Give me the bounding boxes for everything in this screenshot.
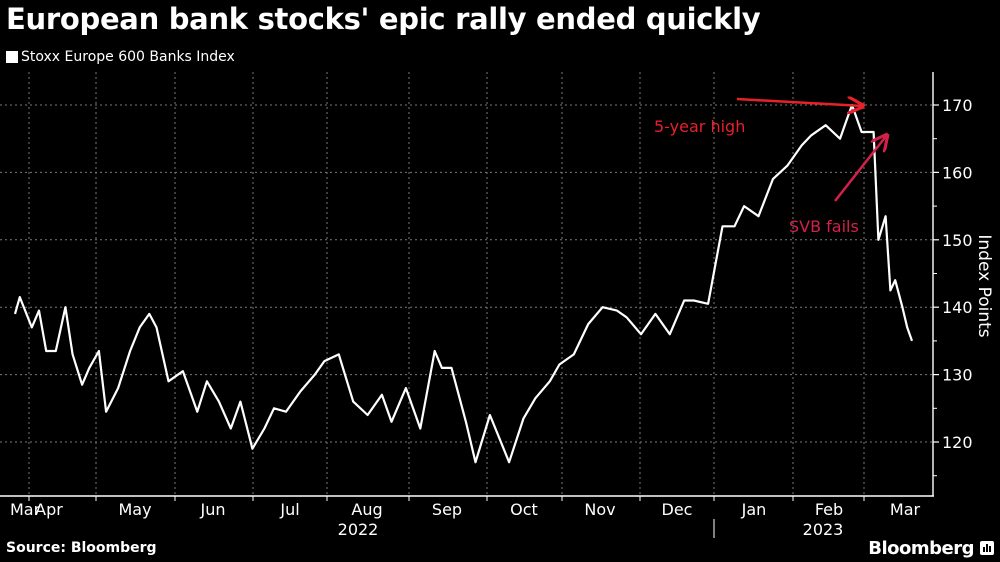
svg-text:150: 150 <box>942 231 973 250</box>
index-line <box>13 103 914 464</box>
svg-text:Nov: Nov <box>584 500 615 519</box>
svg-text:2023: 2023 <box>803 520 844 539</box>
svg-text:170: 170 <box>942 96 973 115</box>
svg-text:5-year high: 5-year high <box>654 117 745 136</box>
svg-text:SVB fails: SVB fails <box>789 217 859 236</box>
y-axis-labels: 120 130 140 150 160 170 <box>942 96 973 452</box>
svg-text:Mar: Mar <box>890 500 921 519</box>
svg-text:Jul: Jul <box>279 500 299 519</box>
svg-text:Sep: Sep <box>432 500 462 519</box>
grid-lines <box>0 72 933 496</box>
legend-swatch-icon <box>6 51 18 63</box>
svg-text:Feb: Feb <box>815 500 843 519</box>
svg-text:Aug: Aug <box>351 500 382 519</box>
chart-title: European bank stocks' epic rally ended q… <box>6 2 761 36</box>
svg-text:Dec: Dec <box>662 500 693 519</box>
svg-text:Mar: Mar <box>10 500 41 519</box>
axes <box>0 72 939 538</box>
svg-text:160: 160 <box>942 163 973 182</box>
svg-text:Oct: Oct <box>510 500 538 519</box>
svg-text:Jan: Jan <box>741 500 767 519</box>
bloomberg-chart-icon <box>980 541 994 555</box>
legend: Stoxx Europe 600 Banks Index <box>6 49 235 65</box>
svg-text:2022: 2022 <box>338 520 379 539</box>
source-note: Source: Bloomberg <box>6 540 157 556</box>
svg-text:Apr: Apr <box>35 500 63 519</box>
svg-text:130: 130 <box>942 366 973 385</box>
svg-text:May: May <box>118 500 151 519</box>
annotations: 5-year high SVB fails <box>654 99 887 236</box>
y-axis-title: Index Points <box>974 234 994 337</box>
bloomberg-logo: Bloomberg <box>868 538 974 559</box>
legend-label: Stoxx Europe 600 Banks Index <box>21 49 235 65</box>
svg-text:140: 140 <box>942 298 973 317</box>
svg-text:120: 120 <box>942 433 973 452</box>
svg-text:Jun: Jun <box>200 500 226 519</box>
